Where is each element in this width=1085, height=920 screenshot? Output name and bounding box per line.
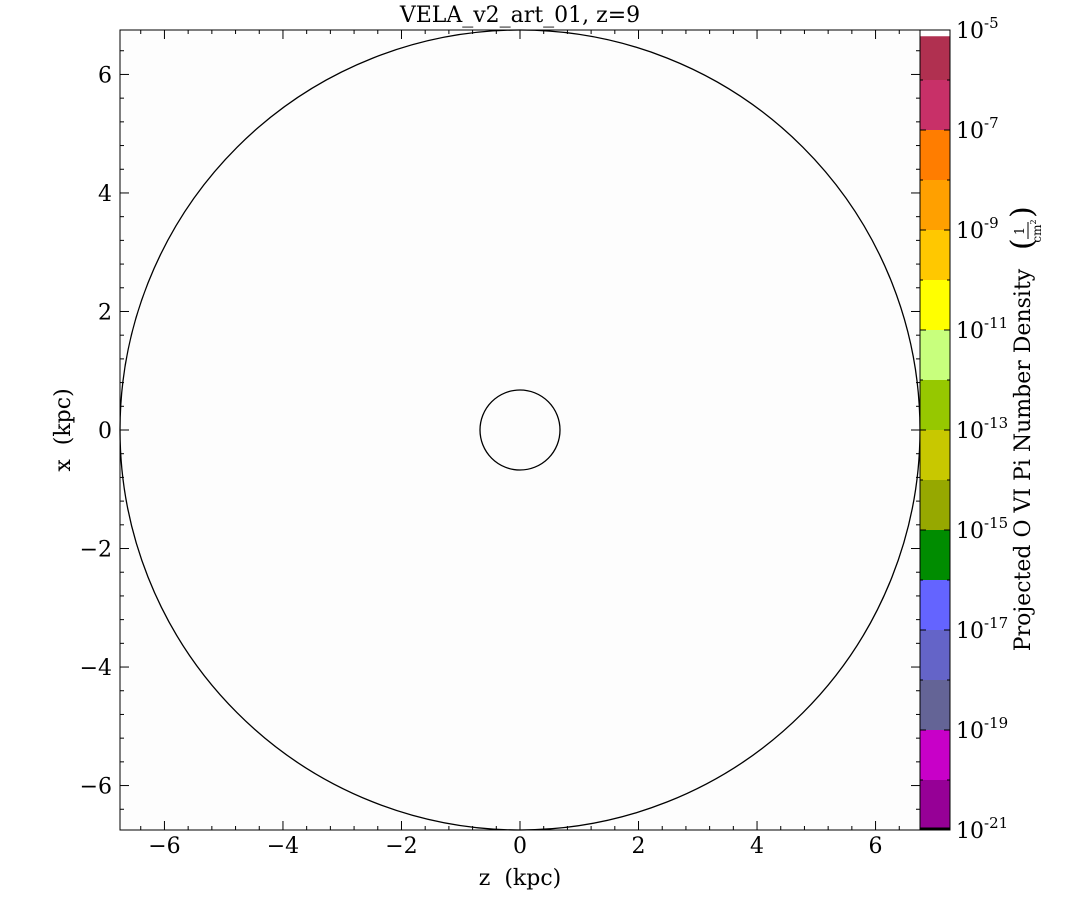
colorbar-band — [920, 280, 950, 331]
colorbar-tick-label: 10-5 — [956, 14, 999, 44]
colorbar-tick-label: 10-9 — [956, 214, 999, 244]
colorbar-ticks: 10-5 10-7 10-9 10-11 10-13 10-15 10-17 10-19 10-… — [920, 14, 1008, 844]
y-tick-label: −2 — [80, 538, 112, 563]
x-tick-label: −2 — [385, 834, 417, 859]
x-axis-label: z (kpc) — [479, 866, 561, 891]
colorbar-unit-numerator: 1 — [1013, 227, 1028, 235]
x-tick-label: −6 — [148, 834, 180, 859]
colorbar-unit-close-paren: ) — [1005, 206, 1040, 218]
colorbar-band — [920, 680, 950, 731]
colorbar-band — [920, 36, 950, 81]
colorbar-band — [920, 230, 950, 281]
colorbar: 10-5 10-7 10-9 10-11 10-13 10-15 10-17 10-19 10-… — [919, 14, 1044, 844]
y-tick-label: 0 — [98, 419, 112, 444]
x-tick-label: 4 — [750, 834, 764, 859]
x-tick-label: 2 — [632, 834, 646, 859]
colorbar-band — [920, 730, 950, 781]
colorbar-tick-label: 10-11 — [956, 314, 1008, 344]
colorbar-band — [920, 430, 950, 481]
colorbar-band — [920, 827, 950, 831]
y-axis-ticks: −6 −4 −2 0 2 4 6 — [80, 50, 920, 810]
y-tick-label: 4 — [98, 182, 112, 207]
colorbar-unit-open-paren: ( — [1005, 238, 1040, 250]
colorbar-band — [920, 380, 950, 431]
colorbar-band — [920, 780, 950, 828]
colorbar-band — [920, 630, 950, 681]
y-axis-label: x (kpc) — [51, 388, 76, 471]
colorbar-band — [920, 480, 950, 531]
colorbar-unit-denominator: cm2 — [1029, 219, 1044, 242]
y-tick-label: −4 — [80, 656, 112, 681]
projection-field — [120, 30, 920, 830]
y-tick-label: 2 — [98, 300, 112, 325]
colorbar-label-group: Projected O VI Pi Number Density ( 1 cm2… — [1005, 206, 1044, 651]
colorbar-band — [920, 330, 950, 381]
x-tick-label: 0 — [513, 834, 527, 859]
colorbar-band — [920, 80, 950, 131]
plot-area: −6 −4 −2 0 2 4 6 −6 −4 −2 0 2 4 6 — [80, 29, 921, 859]
x-tick-label: 6 — [869, 834, 883, 859]
colorbar-band — [920, 580, 950, 631]
x-axis-ticks: −6 −4 −2 0 2 4 6 — [140, 30, 900, 859]
colorbar-tick-label: 10-13 — [956, 414, 1008, 444]
colorbar-band — [920, 180, 950, 231]
colorbar-tick-label: 10-21 — [956, 814, 1008, 844]
y-tick-label: 6 — [98, 63, 112, 88]
colorbar-tick-label: 10-7 — [956, 114, 999, 144]
colorbar-tick-label: 10-17 — [956, 614, 1008, 644]
colorbar-tick-label: 10-19 — [956, 714, 1008, 744]
colorbar-label: Projected O VI Pi Number Density — [1011, 268, 1036, 651]
colorbar-band — [920, 530, 950, 581]
x-tick-label: −4 — [267, 834, 299, 859]
colorbar-bands — [920, 36, 950, 831]
y-tick-label: −6 — [80, 775, 112, 800]
colorbar-tick-label: 10-15 — [956, 514, 1008, 544]
colorbar-band — [920, 130, 950, 181]
chart-title: VELA_v2_art_01, z=9 — [399, 3, 640, 28]
inner-circle — [479, 389, 561, 471]
